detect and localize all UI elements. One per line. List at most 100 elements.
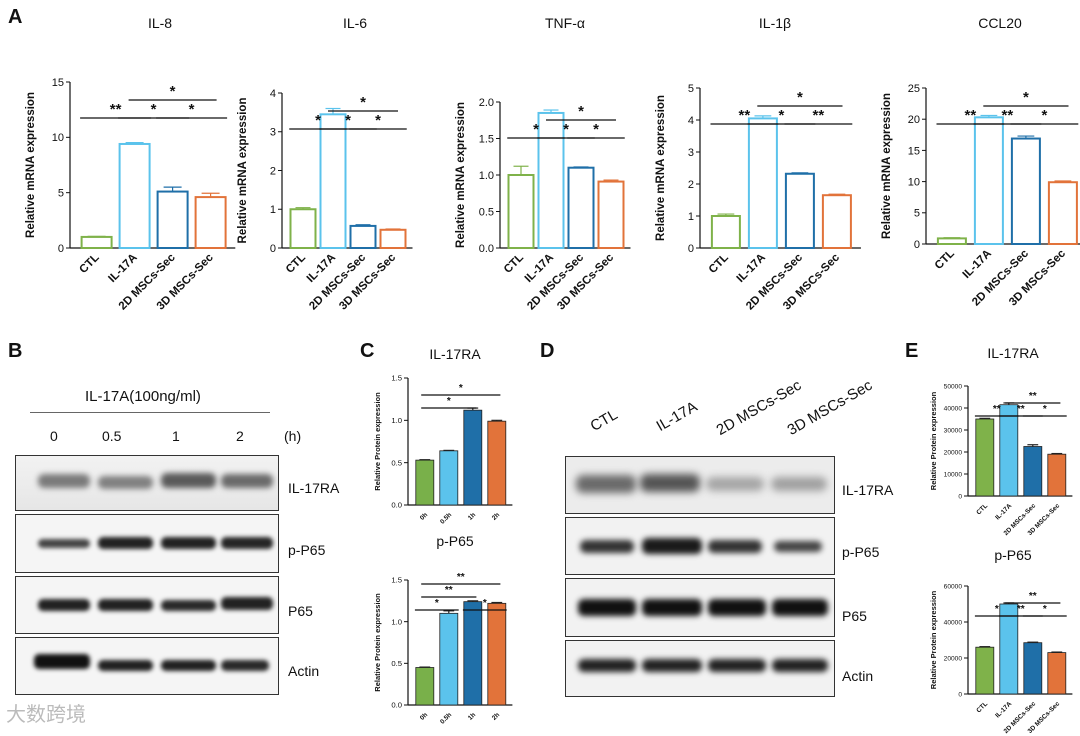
chart-title: p-P65 <box>994 547 1032 563</box>
band <box>98 660 153 671</box>
treatment-line <box>30 412 270 413</box>
band <box>161 600 216 611</box>
blot-d-p-p65 <box>565 517 835 575</box>
x-tick-label: CTL <box>975 502 989 516</box>
chart-a1: IL-8 0 5 10 15 Relative mRNA expression CTL IL-… <box>25 15 236 313</box>
treatment-label: IL-17A(100ng/ml) <box>85 388 201 405</box>
y-axis-label: Relative mRNA expression <box>655 95 667 241</box>
band <box>772 599 828 616</box>
y-tick-label: 40000 <box>944 405 963 412</box>
timepoint-2: 2 <box>236 428 244 444</box>
chart-title: p-P65 <box>436 533 474 549</box>
x-tick-label: 1h <box>467 711 477 721</box>
chart-title: IL-8 <box>148 15 172 31</box>
band <box>576 475 636 493</box>
band <box>98 599 153 611</box>
y-axis-label: Relative Protein expression <box>373 392 382 491</box>
band <box>34 654 90 669</box>
blot-d-p65 <box>565 578 835 637</box>
band <box>161 660 216 671</box>
significance-label: * <box>1041 107 1047 124</box>
y-axis-label: Relative Protein expression <box>929 590 938 689</box>
bar <box>537 111 565 249</box>
band <box>578 659 636 672</box>
band <box>642 659 702 672</box>
y-tick-label: 4 <box>270 88 276 100</box>
bar <box>936 237 967 246</box>
blot-p65 <box>15 576 279 634</box>
bar <box>463 601 483 706</box>
x-tick-label: 0.5h <box>439 711 453 725</box>
significance-label: ** <box>110 101 122 118</box>
significance-label: * <box>593 121 599 138</box>
y-tick-label: 15 <box>908 145 920 157</box>
x-tick-label: 0h <box>419 711 429 721</box>
y-tick-label: 2.0 <box>479 97 494 109</box>
bar <box>415 667 435 706</box>
chart-a5: CCL20 0 5 10 15 20 25 Relative mRNA expression C… <box>881 15 1080 309</box>
significance-label: ** <box>965 107 977 124</box>
y-tick-label: 1 <box>688 211 694 223</box>
band <box>774 541 822 552</box>
band <box>642 538 702 554</box>
y-axis-label: Relative mRNA expression <box>881 93 893 239</box>
panel-letter-c: C <box>360 340 375 362</box>
band <box>580 540 634 553</box>
bar <box>1047 453 1067 497</box>
y-axis-label: Relative mRNA expression <box>455 102 467 248</box>
bar <box>194 196 227 250</box>
bar <box>289 208 317 249</box>
y-tick-label: 4 <box>688 115 694 127</box>
x-tick-label: CTL <box>502 252 526 276</box>
significance-label: * <box>778 107 784 124</box>
significance-label: ** <box>1017 604 1025 615</box>
band <box>642 599 702 616</box>
blot-d-label-il17ra: IL-17RA <box>842 482 894 498</box>
bar <box>80 235 113 250</box>
band <box>708 540 762 553</box>
blot-actin <box>15 637 279 695</box>
band <box>221 474 273 488</box>
band <box>98 537 153 549</box>
panel-letter-e: E <box>905 340 919 362</box>
chart-e1: IL-17RA 0 10000 20000 30000 40000 50000 Relativ… <box>929 345 1073 537</box>
bar <box>1023 446 1043 497</box>
band <box>161 537 216 549</box>
y-tick-label: 10 <box>908 176 920 188</box>
x-tick-label: CTL <box>284 252 308 276</box>
significance-label: * <box>1043 604 1047 615</box>
bar <box>487 602 507 706</box>
y-tick-label: 5 <box>58 188 64 200</box>
chart-title: IL-1β <box>759 15 791 31</box>
x-tick-label: 3D MSCs-Sec <box>337 251 398 312</box>
y-tick-label: 0.5 <box>391 458 402 467</box>
timepoint-1: 1 <box>172 428 180 444</box>
significance-label: ** <box>1017 404 1025 415</box>
blot-d-label-p-p65: p-P65 <box>842 544 880 560</box>
blot-d-label-p65: P65 <box>842 608 867 624</box>
band <box>38 599 90 611</box>
significance-label: * <box>151 101 157 118</box>
y-tick-label: 10000 <box>944 471 963 478</box>
bar <box>379 228 407 250</box>
chart-a4: IL-1β 0 1 2 3 4 5 Relative mRNA expression CTL IL… <box>655 15 861 313</box>
chart-c1: IL-17RA 0.0 0.5 1.0 1.5 Relative Protein expr… <box>373 346 513 526</box>
bar <box>349 224 377 250</box>
panel-letter-d: D <box>540 340 555 362</box>
bar <box>1010 137 1041 246</box>
chart-title: CCL20 <box>978 15 1022 31</box>
y-tick-label: 1.5 <box>391 374 402 383</box>
significance-label: * <box>447 396 451 407</box>
y-tick-label: 0.0 <box>479 243 494 255</box>
significance-label: ** <box>1002 107 1014 124</box>
band <box>221 537 273 549</box>
y-tick-label: 20000 <box>944 449 963 456</box>
x-tick-label: IL-17A <box>994 502 1013 521</box>
x-tick-label: IL-17A <box>735 252 768 285</box>
y-tick-label: 0.0 <box>391 501 402 510</box>
y-tick-label: 3 <box>270 127 276 139</box>
band <box>38 539 90 548</box>
bar <box>319 113 347 249</box>
y-tick-label: 1.5 <box>479 133 494 145</box>
